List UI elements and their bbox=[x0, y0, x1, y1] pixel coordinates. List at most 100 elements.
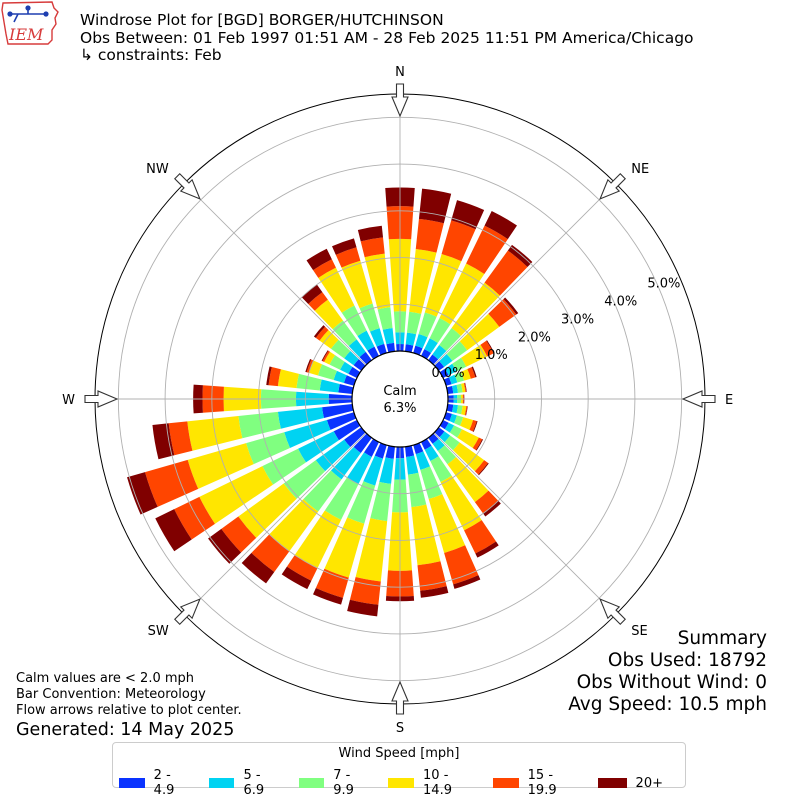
rose-bar-segment bbox=[405, 445, 415, 457]
rose-bar-segment bbox=[262, 448, 306, 485]
radial-tick-label: 2.0% bbox=[518, 330, 551, 345]
rose-bar-segment bbox=[418, 312, 437, 338]
rose-bar-segment bbox=[451, 282, 500, 336]
rose-bar-segment bbox=[461, 405, 467, 416]
legend-item: 2 - 4.9 bbox=[119, 768, 191, 798]
legend-label: 10 - 14.9 bbox=[423, 768, 452, 798]
rose-bar-segment bbox=[174, 496, 215, 540]
legend-swatch bbox=[492, 778, 519, 788]
rose-bar-segment bbox=[333, 370, 347, 383]
radial-tick-label: 3.0% bbox=[561, 312, 594, 327]
rose-bar-segment bbox=[446, 404, 454, 412]
rose-bar-segment bbox=[374, 442, 387, 459]
rose-bar-segment bbox=[251, 534, 290, 573]
rose-bar-segment bbox=[415, 333, 428, 349]
rose-bar-segment bbox=[456, 405, 463, 415]
rose-bar-segment bbox=[474, 460, 488, 475]
rose-bar-segment bbox=[444, 422, 455, 433]
summary-avg-speed: Avg Speed: 10.5 mph bbox=[568, 694, 767, 715]
legend-label: 5 - 6.9 bbox=[243, 768, 265, 798]
flow-arrow-icon bbox=[391, 680, 409, 715]
rose-bar-segment bbox=[314, 299, 343, 330]
rose-bar-segment bbox=[241, 552, 275, 584]
rose-bar-segment bbox=[355, 518, 388, 582]
summary-obs-used: Obs Used: 18792 bbox=[607, 650, 767, 671]
arrow-shape bbox=[391, 83, 409, 118]
rose-bar-segment bbox=[364, 438, 379, 457]
rose-bar-segment bbox=[344, 351, 359, 366]
rose-bar-segment bbox=[475, 439, 484, 451]
rose-bar-segment bbox=[347, 481, 376, 524]
grid-spoke bbox=[433, 183, 616, 366]
rose-bar-segment bbox=[424, 445, 439, 462]
flow-arrows-note: Flow arrows relative to plot center. bbox=[16, 703, 242, 718]
rose-bar-segment bbox=[474, 490, 499, 514]
iowa-state-outline-icon bbox=[1, 1, 59, 45]
rose-bar-segment bbox=[420, 586, 449, 598]
rose-bar-segment bbox=[317, 364, 337, 380]
rose-bar-segment bbox=[269, 499, 319, 552]
rose-bar-segment bbox=[460, 369, 471, 381]
rose-bar-segment bbox=[444, 435, 460, 451]
rose-bar-segment bbox=[444, 363, 457, 376]
rose-bar-segment bbox=[452, 357, 467, 372]
rose-bar-segment bbox=[406, 455, 419, 475]
rose-bar-segment bbox=[432, 345, 447, 360]
rose-bar-segment bbox=[370, 481, 392, 522]
rose-bar-segment bbox=[296, 373, 322, 391]
legend-item: 20+ bbox=[597, 776, 663, 791]
rose-bar-segment bbox=[461, 383, 466, 393]
rose-bar-segment bbox=[315, 568, 349, 598]
rose-bar-segment bbox=[341, 260, 373, 309]
rose-bar-segment bbox=[199, 466, 274, 524]
rose-bar-segment bbox=[347, 452, 372, 485]
rose-bar-segment bbox=[406, 311, 422, 335]
flow-arrow-icon bbox=[681, 390, 716, 408]
rose-bar-segment bbox=[452, 384, 458, 394]
rose-bar-segment bbox=[439, 431, 451, 443]
compass-label-sw: SW bbox=[148, 624, 169, 639]
rose-bar-segment bbox=[415, 451, 430, 470]
rose-bar-segment bbox=[277, 369, 300, 389]
rose-bar-segment bbox=[439, 328, 461, 352]
rose-bar-segment bbox=[322, 404, 354, 418]
rose-bar-segment bbox=[313, 587, 343, 605]
rose-bar-segment bbox=[152, 423, 175, 460]
rose-bar-segment bbox=[428, 494, 466, 553]
rose-bar-segment bbox=[341, 305, 367, 336]
rose-bar-segment bbox=[463, 382, 467, 393]
rose-bar-segment bbox=[405, 332, 417, 346]
rose-bar-segment bbox=[281, 566, 312, 590]
flow-arrow-icon bbox=[174, 173, 201, 200]
rose-bar-segment bbox=[284, 419, 331, 448]
speed-legend: Wind Speed [mph] 2 - 4.9 5 - 6.9 7 - 9.9 10… bbox=[112, 742, 686, 798]
rose-bar-segment bbox=[319, 329, 339, 349]
rose-bar-segment bbox=[453, 575, 481, 589]
compass-label-s: S bbox=[396, 721, 404, 736]
rose-bar-segment bbox=[457, 429, 479, 449]
iem-logo-text: IEM bbox=[8, 25, 44, 44]
rose-bar-segment bbox=[434, 361, 445, 371]
legend-label: 7 - 9.9 bbox=[333, 768, 354, 798]
windrose-bars bbox=[127, 187, 533, 617]
rose-bar-segment bbox=[440, 475, 482, 531]
rose-bar-segment bbox=[313, 259, 336, 278]
rose-bar-segment bbox=[437, 445, 457, 465]
rose-bar-segment bbox=[286, 555, 318, 581]
rose-bar-segment bbox=[330, 339, 351, 359]
arrow-shape bbox=[599, 173, 626, 200]
rose-bar-segment bbox=[318, 267, 355, 313]
rose-bar-segment bbox=[503, 297, 519, 315]
rose-bar-segment bbox=[488, 299, 517, 327]
compass-label-se: SE bbox=[631, 624, 647, 639]
rose-bar-segment bbox=[446, 341, 468, 361]
rose-bar-segment bbox=[439, 263, 485, 325]
rose-bar-segment bbox=[430, 456, 452, 483]
rose-bar-segment bbox=[155, 509, 192, 552]
rose-bar-segment bbox=[324, 477, 359, 520]
rose-bar-segment bbox=[453, 442, 485, 472]
rose-bar-segment bbox=[386, 342, 395, 353]
rose-bar-segment bbox=[413, 345, 423, 356]
legend-item: 10 - 14.9 bbox=[388, 768, 475, 798]
radial-tick-label: 0.0% bbox=[432, 366, 465, 381]
